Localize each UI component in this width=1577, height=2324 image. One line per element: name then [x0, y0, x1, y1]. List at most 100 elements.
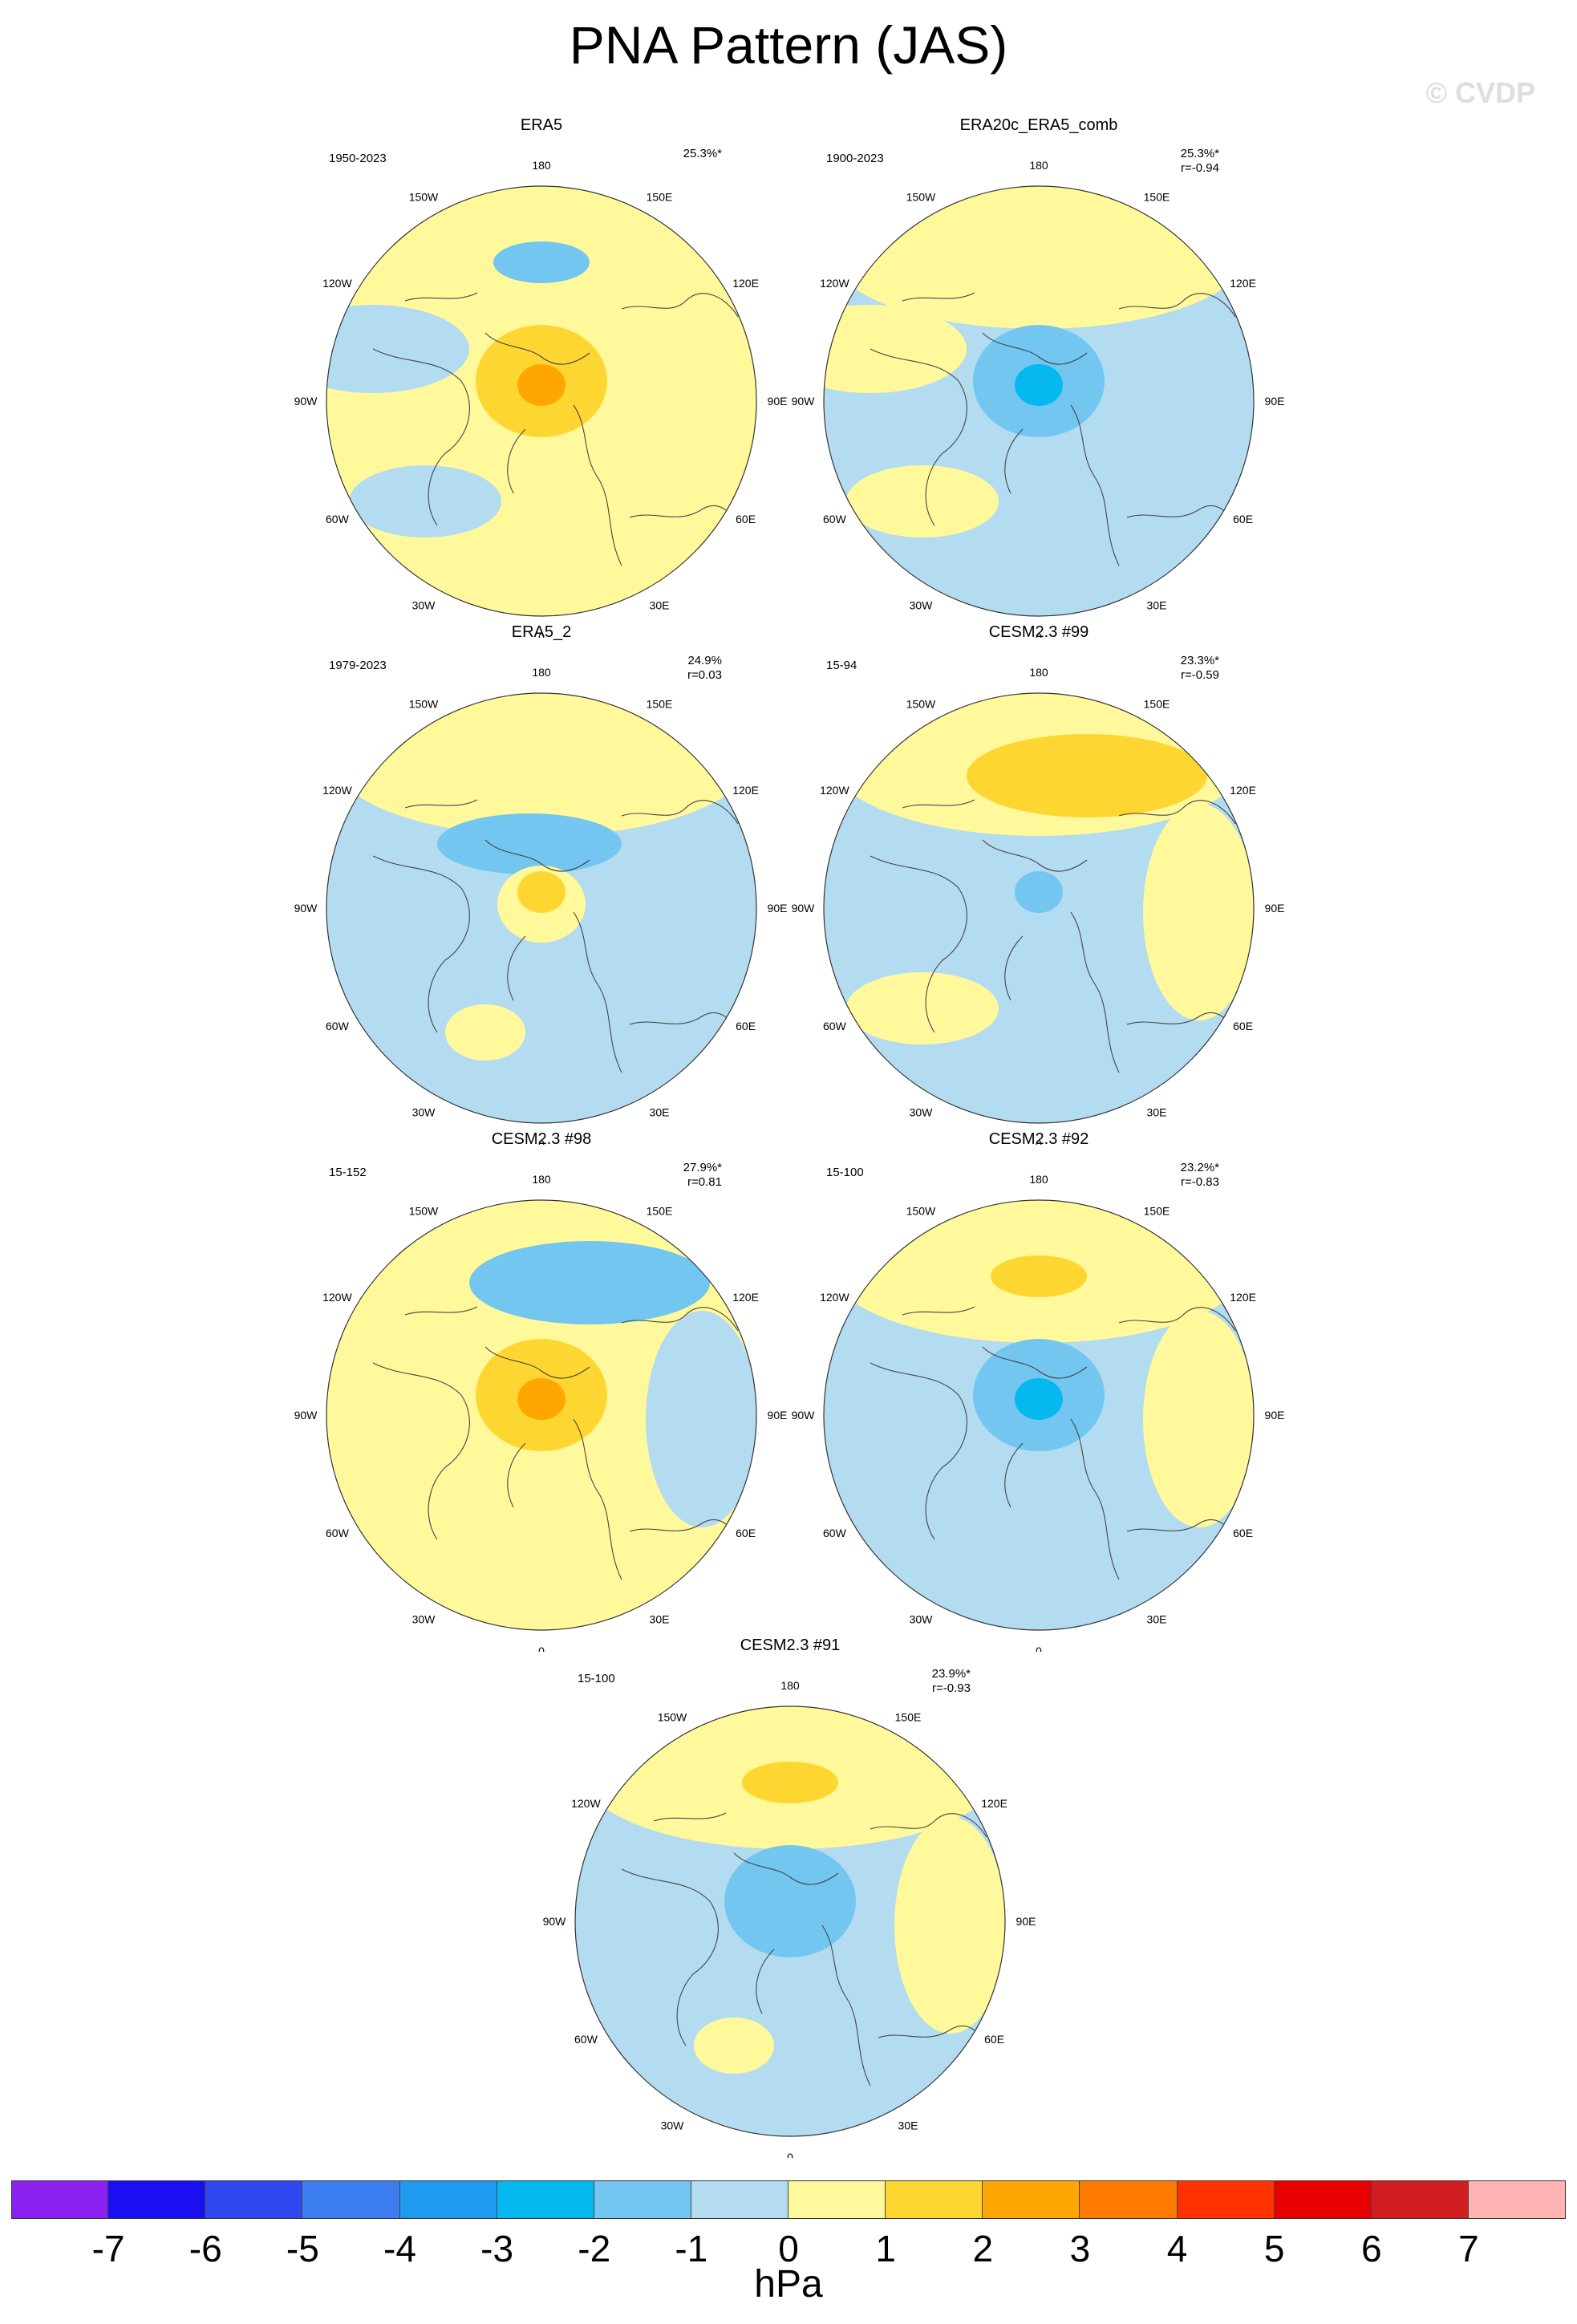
anomaly-contour-north-cap	[333, 693, 750, 836]
coastline	[653, 1812, 727, 1822]
longitude-label: 120E	[732, 784, 759, 797]
longitude-label: 120W	[571, 1797, 601, 1810]
longitude-label: 30W	[412, 599, 436, 612]
longitude-label: 120E	[981, 1797, 1007, 1810]
colorbar-tick-label: 3	[1069, 2228, 1091, 2269]
longitude-label: 0	[538, 631, 545, 638]
coastline	[507, 935, 526, 1001]
polar-map: 180 150E 120E 90E 60E 30E 0 30W 60W 90W 120W 150W	[792, 159, 1285, 638]
coastline	[902, 799, 975, 809]
panel-title: CESM2.3 #91	[740, 1637, 841, 1654]
longitude-label: 30E	[650, 599, 670, 612]
map-field	[326, 693, 756, 1123]
panel-percent: 25.3%*	[1180, 147, 1219, 160]
longitude-label: 60W	[823, 1020, 847, 1032]
panel-correlation: r=0.03	[687, 668, 722, 682]
coastline	[1004, 428, 1024, 494]
map-field	[824, 693, 1254, 1123]
colorbar-swatch	[1080, 2180, 1178, 2219]
panel-stats: 27.9%* r=0.81	[650, 1161, 722, 1190]
colorbar-swatch	[788, 2180, 886, 2219]
longitude-label: 180	[532, 666, 551, 679]
longitude-label: 150W	[906, 190, 936, 203]
colorbar-swatch	[983, 2180, 1080, 2219]
colorbar-swatch	[691, 2180, 788, 2219]
anomaly-contour-pacific-small	[991, 1255, 1087, 1297]
panel-period: 1900-2023	[826, 152, 884, 165]
longitude-label: 60E	[1233, 1020, 1253, 1032]
map-boundary	[326, 185, 757, 617]
panel-period: 15-100	[826, 1166, 864, 1179]
longitude-label: 90W	[294, 1409, 318, 1422]
longitude-label: 0	[1036, 1645, 1042, 1652]
coastline	[621, 1868, 719, 2046]
longitude-label: 60E	[736, 513, 756, 525]
map-boundary	[823, 692, 1255, 1124]
map-field	[326, 1200, 756, 1630]
coastline	[1070, 1418, 1120, 1580]
panel-title: ERA5_2	[511, 623, 572, 641]
map-panel: CESM2.3 #98 15-152 27.9%* r=0.81 180 150E 120E…	[285, 1130, 798, 1652]
anomaly-contour-pacific-small	[742, 1762, 838, 1803]
longitude-label: 90E	[1265, 1409, 1285, 1422]
coastline	[484, 332, 590, 365]
polar-map: 180 150E 120E 90E 60E 30E 0 30W 60W 90W 120W 150W	[543, 1679, 1036, 2158]
colorbar-tick-label: 6	[1360, 2228, 1382, 2269]
anomaly-contour-atlantic-west	[349, 465, 501, 537]
colorbar-tick-label: -5	[286, 2228, 319, 2269]
colorbar-tick-label: -2	[578, 2228, 611, 2269]
colorbar-tick-label: -6	[189, 2228, 222, 2269]
longitude-label: 180	[1029, 159, 1048, 172]
longitude-label: 60W	[326, 513, 350, 525]
coastline	[507, 428, 526, 494]
map-boundary	[823, 1199, 1255, 1631]
longitude-label: 180	[780, 1679, 800, 1692]
coastline	[1004, 1442, 1024, 1508]
colorbar-swatch	[1468, 2180, 1566, 2219]
anomaly-contour-north-cap	[830, 186, 1247, 329]
anomaly-contour-east-arm	[646, 1311, 756, 1527]
longitude-label: 30W	[910, 1106, 934, 1119]
anomaly-contour-pole-center	[724, 1845, 856, 1957]
longitude-label: 150W	[409, 190, 439, 203]
panel-title: CESM2.3 #99	[988, 623, 1089, 641]
longitude-label: 90E	[768, 902, 788, 915]
longitude-label: 30W	[412, 1613, 436, 1626]
longitude-label: 0	[538, 1645, 545, 1652]
panel-correlation: r=0.81	[687, 1175, 722, 1189]
coastline	[1118, 800, 1236, 825]
coastline	[982, 1346, 1088, 1379]
panel-period: 15-94	[826, 659, 857, 672]
longitude-label: 150W	[658, 1710, 687, 1723]
coastline	[1118, 293, 1236, 318]
colorbar-tick-label: 1	[875, 2228, 896, 2269]
longitude-label: 90E	[768, 1409, 788, 1422]
colorbar-tick-label: 2	[972, 2228, 994, 2269]
map-panel: CESM2.3 #99 15-94 23.3%* r=-0.59 180 150E 120E…	[782, 623, 1295, 1145]
colorbar-swatch	[886, 2180, 983, 2219]
longitude-label: 120E	[732, 277, 759, 290]
colorbar-swatch	[1274, 2180, 1372, 2219]
colorbar-swatch	[1371, 2180, 1469, 2219]
polar-map: 180 150E 120E 90E 60E 30E 0 30W 60W 90W 120W 150W	[792, 666, 1285, 1145]
anomaly-contour-pacific-wide	[967, 734, 1207, 817]
coastline	[870, 1813, 987, 1838]
longitude-label: 60E	[1233, 1527, 1253, 1539]
longitude-label: 0	[787, 2151, 793, 2158]
longitude-label: 0	[1036, 1138, 1042, 1145]
panel-stats: 25.3%*	[650, 147, 722, 161]
coastline	[1004, 935, 1024, 1001]
panel-percent: 23.2%*	[1180, 1161, 1219, 1174]
panel-title: CESM2.3 #92	[988, 1130, 1089, 1148]
map-panel: ERA20c_ERA5_comb 1900-2023 25.3%* r=-0.94 18…	[782, 116, 1295, 638]
map-boundary	[574, 1705, 1006, 2137]
coastline	[484, 839, 590, 872]
map-field	[326, 186, 756, 616]
coastline	[733, 1852, 839, 1885]
coastline	[573, 1418, 622, 1580]
map-panel: CESM2.3 #92 15-100 23.2%* r=-0.83 180 150E 120…	[782, 1130, 1295, 1652]
map-field	[575, 1706, 1005, 2136]
polar-map: 180 150E 120E 90E 60E 30E 0 30W 60W 90W 120W 150W	[294, 666, 788, 1145]
figure-title: PNA Pattern (JAS)	[569, 15, 1008, 75]
longitude-label: 30E	[1147, 599, 1167, 612]
